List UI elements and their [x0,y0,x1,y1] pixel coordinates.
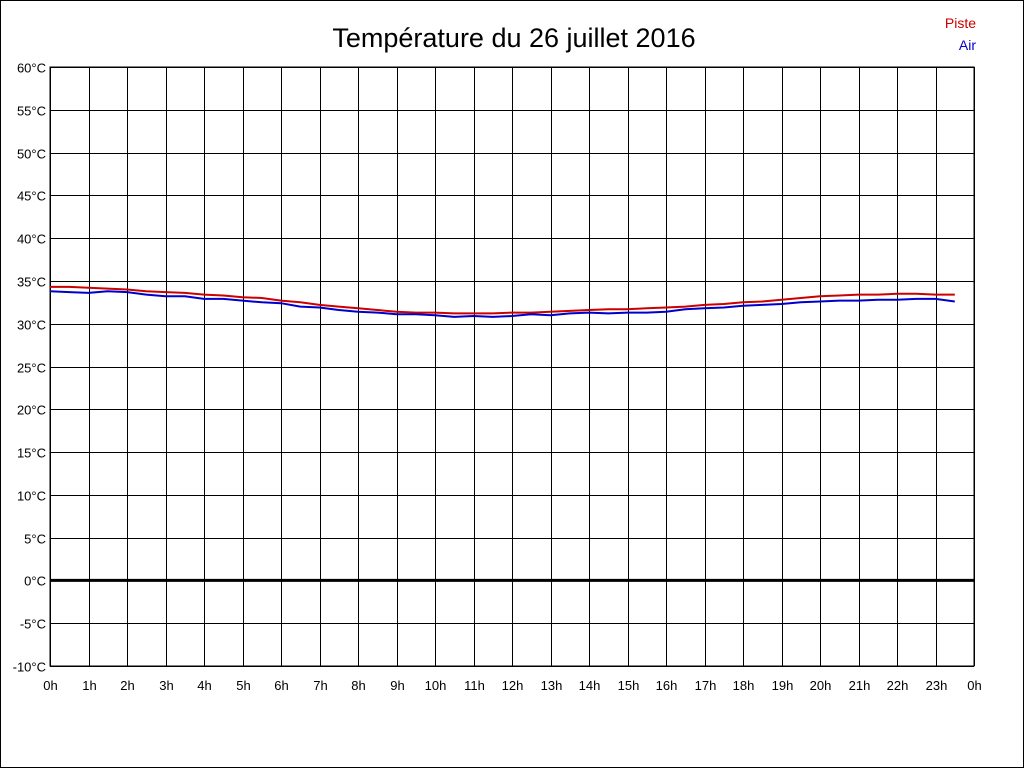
y-tick-label: 20°C [17,403,46,418]
x-tick-label: 23h [926,678,948,693]
x-tick-label: 4h [197,678,211,693]
x-tick-label: 15h [618,678,640,693]
x-tick-label: 20h [810,678,832,693]
x-tick-label: 14h [579,678,601,693]
chart-title: Température du 26 juillet 2016 [332,23,695,53]
y-tick-label: 30°C [17,318,46,333]
x-tick-label: 6h [274,678,288,693]
x-tick-label: 18h [733,678,755,693]
x-tick-label: 9h [390,678,404,693]
y-tick-label: 10°C [17,489,46,504]
y-tick-label: -5°C [20,617,46,632]
x-tick-label: 13h [541,678,563,693]
x-tick-label: 19h [772,678,794,693]
legend-label-air: Air [959,37,976,53]
y-tick-label: 25°C [17,361,46,376]
legend-label-piste: Piste [945,15,976,31]
y-tick-label: 50°C [17,147,46,162]
x-tick-label: 0h [43,678,57,693]
y-tick-label: 40°C [17,232,46,247]
x-tick-label: 11h [464,678,485,693]
x-tick-label: 0h [967,678,981,693]
y-tick-label: 5°C [24,532,46,547]
y-tick-label: 60°C [17,61,46,76]
x-tick-label: 21h [849,678,871,693]
grid [49,66,975,667]
x-tick-label: 2h [120,678,134,693]
y-tick-label: 0°C [24,574,46,589]
x-tick-label: 10h [425,678,447,693]
y-tick-label: 55°C [17,104,46,119]
x-tick-label: 8h [351,678,365,693]
series-line-piste [50,285,955,315]
x-tick-label: 22h [887,678,909,693]
x-tick-label: 3h [159,678,173,693]
x-tick-label: 5h [236,678,250,693]
y-tick-label: -10°C [13,660,46,675]
x-tick-label: 12h [502,678,524,693]
y-tick-label: 45°C [17,189,46,204]
series-line-air [49,290,955,318]
series [49,285,955,318]
x-tick-label: 7h [313,678,327,693]
x-tick-label: 16h [656,678,678,693]
axes: 60°C 55°C 50°C 45°C 40°C 35°C 30°C 25°C 20°C 15°C… [13,61,982,694]
y-tick-label: 15°C [17,446,46,461]
x-tick-label: 1h [82,678,96,693]
y-tick-label: 35°C [17,275,46,290]
legend: Piste Air [945,15,976,53]
x-tick-label: 17h [695,678,717,693]
